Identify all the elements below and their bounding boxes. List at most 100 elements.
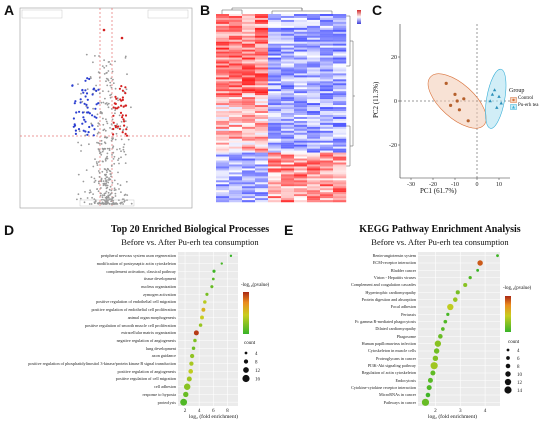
heatmap-cell <box>307 170 321 173</box>
heatmap-cell <box>333 140 347 143</box>
heatmap-cell <box>333 144 347 147</box>
volcano-point <box>110 164 113 167</box>
heatmap-cell <box>333 128 347 131</box>
heatmap-cell <box>320 142 334 145</box>
volcano-point <box>101 170 104 173</box>
volcano-point <box>105 182 107 185</box>
volcano-point-down <box>97 102 100 105</box>
heatmap-cell <box>242 200 256 203</box>
heatmap-cell <box>294 41 308 44</box>
heatmap-cell <box>281 154 295 157</box>
heatmap-cell <box>333 166 347 169</box>
heatmap-cell <box>242 71 256 74</box>
volcano-point-up <box>112 133 115 136</box>
heatmap-cell <box>229 154 243 157</box>
heatmap-cell <box>281 73 295 76</box>
heatmap-cell <box>307 45 321 48</box>
heatmap-cell <box>255 176 269 179</box>
heatmap-cell <box>255 25 269 29</box>
heatmap-cell <box>255 142 269 145</box>
heatmap-cell <box>268 170 282 173</box>
volcano-point <box>104 192 107 195</box>
heatmap-cell <box>320 146 334 149</box>
heatmap-cell <box>242 152 256 155</box>
volcano-point <box>100 139 103 142</box>
heatmap-cell <box>281 81 295 84</box>
volcano-point <box>77 193 80 196</box>
heatmap-cell <box>268 85 282 88</box>
heatmap-cell <box>255 144 269 147</box>
heatmap-cell <box>255 14 269 17</box>
volcano-point <box>110 189 113 192</box>
volcano-point <box>102 203 104 205</box>
heatmap-cell <box>281 39 295 42</box>
heatmap-cell <box>255 190 269 193</box>
heatmap-cell <box>242 162 256 165</box>
volcano-point <box>105 203 108 205</box>
heatmap-cell <box>333 103 347 106</box>
heatmap-cell <box>281 188 295 191</box>
heatmap-cell <box>307 192 321 195</box>
volcano-point-down <box>83 118 86 121</box>
heatmap-cell <box>320 57 334 60</box>
heatmap-cell <box>229 116 243 120</box>
heatmap-cell <box>320 33 334 36</box>
heatmap-cell <box>242 158 256 161</box>
heatmap-cell <box>294 166 308 169</box>
kegg-size-legend-dot <box>506 348 510 352</box>
heatmap-cell <box>307 162 321 165</box>
pca-legend-title: Group <box>509 88 525 94</box>
heatmap-cell <box>229 31 243 34</box>
heatmap-cell <box>255 31 269 34</box>
heatmap-cell <box>281 138 295 141</box>
heatmap-cell <box>333 101 347 104</box>
heatmap-cell <box>307 23 321 27</box>
heatmap-cell <box>333 150 347 153</box>
volcano-point-down <box>94 107 97 110</box>
heatmap-cell <box>242 116 256 120</box>
heatmap-cell <box>294 176 308 179</box>
heatmap-cell <box>320 172 334 175</box>
heatmap-cell <box>242 178 256 181</box>
heatmap-cell <box>268 178 282 181</box>
heatmap-cell <box>255 83 269 86</box>
heatmap-cell <box>255 184 269 187</box>
volcano-point <box>101 196 104 199</box>
volcano-point-up <box>112 127 115 131</box>
volcano-point <box>102 90 104 92</box>
volcano-point <box>100 143 103 145</box>
heatmap-cell <box>307 138 321 141</box>
volcano-point <box>108 147 111 150</box>
heatmap-cell <box>229 158 243 161</box>
heatmap-cell <box>333 67 347 70</box>
volcano-point-up <box>120 99 123 102</box>
heatmap-cell <box>255 162 269 165</box>
volcano-point-down <box>84 89 87 92</box>
heatmap-cell <box>281 101 295 104</box>
volcano-point <box>107 194 110 197</box>
heatmap-cell <box>307 15 321 19</box>
volcano-point <box>94 179 97 182</box>
heatmap-cell <box>268 113 282 116</box>
heatmap-cell <box>320 188 334 191</box>
heatmap-cell <box>294 148 308 151</box>
heatmap-cell <box>255 182 269 185</box>
volcano-point-up <box>114 95 117 98</box>
volcano-point <box>124 153 127 156</box>
go-size-legend-dot <box>244 351 248 355</box>
heatmap-cell <box>333 57 347 60</box>
heatmap-cell <box>268 200 282 203</box>
volcano-point-up <box>125 128 128 131</box>
heatmap-cell <box>255 114 269 118</box>
volcano-point <box>124 120 127 122</box>
heatmap-cell <box>294 47 308 50</box>
heatmap-cell <box>294 79 308 82</box>
heatmap-cell <box>242 51 256 54</box>
heatmap-cell <box>307 95 321 98</box>
pca-point-puerh <box>490 92 495 96</box>
heatmap-cell <box>307 200 321 203</box>
heatmap-cell <box>229 192 243 195</box>
volcano-point <box>111 197 113 200</box>
heatmap-cell <box>255 109 269 112</box>
heatmap-cell <box>333 21 347 25</box>
